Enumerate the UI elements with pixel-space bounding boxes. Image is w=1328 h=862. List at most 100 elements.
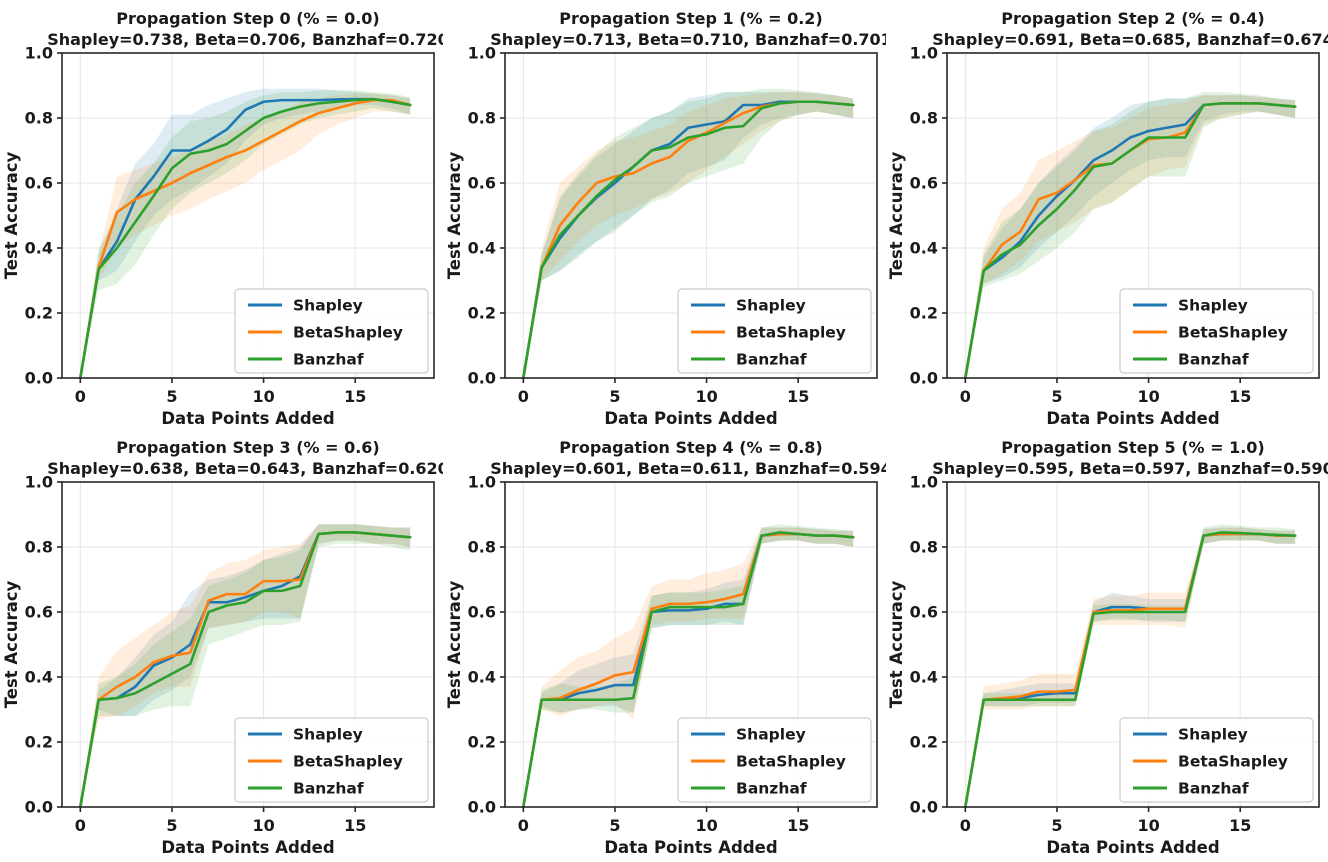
y-axis-label: Test Accuracy	[2, 151, 21, 279]
band-banzhaf	[523, 88, 854, 378]
x-tick-label: 15	[787, 387, 809, 406]
legend: Shapley BetaShapley Banzhaf	[1119, 288, 1314, 374]
band-shapley	[80, 524, 411, 807]
x-tick-label: 0	[960, 816, 971, 835]
chart-cell-5: 0 5 10 15 0.0 0.2 0.4 0.6 0.8 1.0 Propagation Step…	[885, 429, 1328, 858]
x-tick-label: 15	[1229, 816, 1251, 835]
legend: Shapley BetaShapley Banzhaf	[1119, 717, 1314, 803]
series-line-betashapley	[79, 98, 412, 380]
tick-marks	[942, 481, 1242, 812]
x-axis-label: Data Points Added	[604, 409, 777, 428]
subplot-title: Propagation Step 3 (% = 0.6)	[116, 438, 380, 457]
tick-marks	[57, 52, 357, 383]
y-tick-label: 0.8	[468, 109, 496, 128]
band-shapley	[523, 92, 854, 378]
chart-cell-1: 0 5 10 15 0.0 0.2 0.4 0.6 0.8 1.0 Propagation Step…	[443, 0, 892, 429]
y-tick-label: 0.0	[468, 798, 496, 817]
x-axis-label: Data Points Added	[1046, 838, 1219, 857]
x-tick-label: 0	[518, 816, 529, 835]
y-tick-label: 1.0	[910, 473, 938, 492]
band-betashapley	[80, 524, 411, 807]
subplot-subtitle: Shapley=0.595, Beta=0.597, Banzhaf=0.590	[932, 459, 1328, 478]
series-line-banzhaf	[964, 531, 1297, 809]
legend-label-shapley: Shapley	[736, 726, 806, 744]
legend-label-betashapley: BetaShapley	[293, 753, 403, 771]
y-tick-label: 0.2	[910, 733, 938, 752]
legend-box	[1119, 288, 1314, 374]
y-axis-label: Test Accuracy	[887, 580, 906, 708]
y-tick-label: 0.4	[25, 239, 53, 258]
chart-cell-2: 0 5 10 15 0.0 0.2 0.4 0.6 0.8 1.0 Propagation Step…	[885, 0, 1328, 429]
x-tick-label: 15	[787, 816, 809, 835]
y-tick-label: 0.6	[468, 174, 496, 193]
legend-label-betashapley: BetaShapley	[736, 753, 846, 771]
y-tick-label: 0.8	[910, 109, 938, 128]
y-tick-label: 1.0	[25, 473, 53, 492]
legend-label-banzhaf: Banzhaf	[736, 780, 807, 798]
x-tick-label: 10	[1137, 387, 1159, 406]
tick-marks	[57, 481, 357, 812]
x-tick-label: 5	[1051, 387, 1062, 406]
legend: Shapley BetaShapley Banzhaf	[234, 288, 429, 374]
x-tick-label: 0	[518, 387, 529, 406]
y-axis-label: Test Accuracy	[2, 580, 21, 708]
x-tick-label: 15	[344, 816, 366, 835]
y-tick-label: 0.2	[910, 304, 938, 323]
x-tick-label: 5	[609, 816, 620, 835]
x-tick-label: 0	[75, 387, 86, 406]
legend-label-banzhaf: Banzhaf	[736, 351, 807, 369]
series-line-banzhaf	[79, 97, 412, 380]
series-line-banzhaf	[79, 531, 412, 809]
band-betashapley	[523, 92, 854, 378]
y-tick-label: 0.0	[910, 798, 938, 817]
y-tick-label: 1.0	[468, 44, 496, 63]
legend-label-banzhaf: Banzhaf	[1178, 351, 1249, 369]
x-axis-label: Data Points Added	[161, 838, 334, 857]
axes-frame	[946, 52, 1320, 379]
band-shapley	[523, 527, 854, 807]
band-betashapley	[523, 527, 854, 807]
chart-cell-4: 0 5 10 15 0.0 0.2 0.4 0.6 0.8 1.0 Propagation Step…	[443, 429, 892, 858]
subplot-subtitle: Shapley=0.638, Beta=0.643, Banzhaf=0.620	[47, 459, 443, 478]
subplot-subtitle: Shapley=0.738, Beta=0.706, Banzhaf=0.720	[47, 30, 443, 49]
legend-label-banzhaf: Banzhaf	[293, 780, 364, 798]
legend-label-banzhaf: Banzhaf	[293, 351, 364, 369]
y-tick-label: 0.6	[910, 174, 938, 193]
y-tick-label: 0.2	[25, 733, 53, 752]
legend-box	[234, 288, 429, 374]
x-axis-label: Data Points Added	[161, 409, 334, 428]
tick-marks	[500, 481, 800, 812]
legend-label-betashapley: BetaShapley	[293, 324, 403, 342]
subplot-title: Propagation Step 5 (% = 1.0)	[1001, 438, 1265, 457]
legend-label-betashapley: BetaShapley	[1178, 753, 1288, 771]
y-tick-label: 0.0	[25, 798, 53, 817]
x-tick-label: 10	[1137, 816, 1159, 835]
series-line-banzhaf	[964, 102, 1297, 380]
y-axis-label: Test Accuracy	[445, 580, 464, 708]
legend: Shapley BetaShapley Banzhaf	[677, 288, 872, 374]
x-tick-label: 5	[609, 387, 620, 406]
legend-box	[677, 288, 872, 374]
y-tick-label: 0.4	[25, 668, 53, 687]
subplot-title: Propagation Step 4 (% = 0.8)	[559, 438, 823, 457]
x-tick-label: 10	[695, 816, 717, 835]
y-tick-label: 0.8	[25, 109, 53, 128]
y-tick-label: 0.0	[25, 369, 53, 388]
band-betashapley	[965, 95, 1296, 378]
chart-cell-3: 0 5 10 15 0.0 0.2 0.4 0.6 0.8 1.0 Propagation Step…	[0, 429, 449, 858]
y-tick-label: 0.0	[468, 369, 496, 388]
y-tick-label: 0.4	[468, 239, 496, 258]
y-tick-label: 1.0	[25, 44, 53, 63]
x-tick-label: 15	[1229, 387, 1251, 406]
legend: Shapley BetaShapley Banzhaf	[677, 717, 872, 803]
legend-box	[1119, 717, 1314, 803]
subplot-title: Propagation Step 2 (% = 0.4)	[1001, 9, 1265, 28]
legend-box	[234, 717, 429, 803]
subplot-4: 0 5 10 15 0.0 0.2 0.4 0.6 0.8 1.0 Propagation Step…	[445, 438, 892, 857]
subplot-3: 0 5 10 15 0.0 0.2 0.4 0.6 0.8 1.0 Propagation Step…	[2, 438, 449, 857]
band-banzhaf	[80, 524, 411, 807]
series-line-banzhaf	[522, 531, 855, 809]
y-tick-label: 0.6	[468, 603, 496, 622]
legend-label-shapley: Shapley	[1178, 297, 1248, 315]
legend-label-shapley: Shapley	[1178, 726, 1248, 744]
